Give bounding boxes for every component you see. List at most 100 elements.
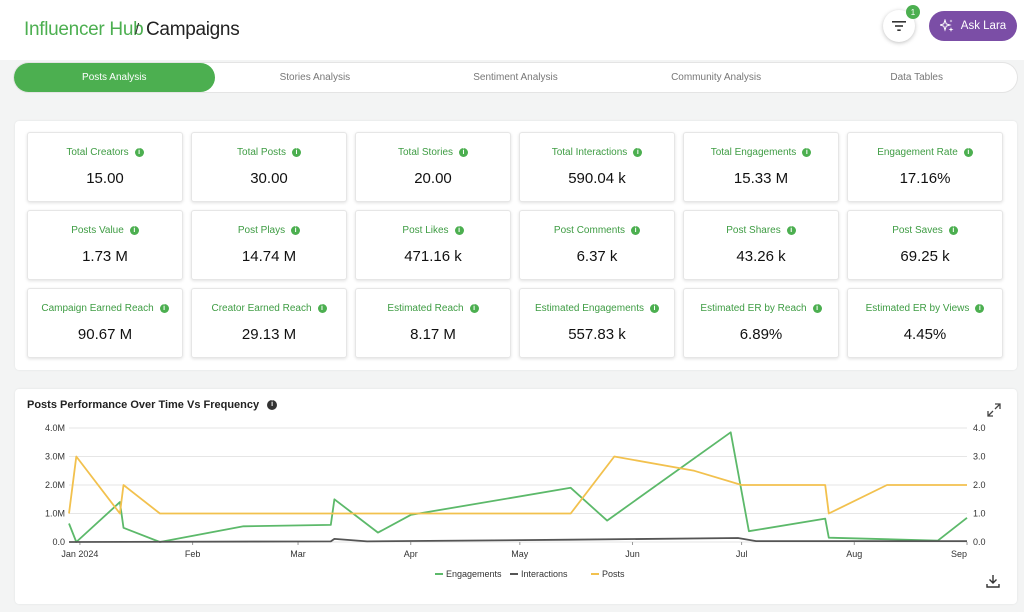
tab-sentiment-analysis[interactable]: Sentiment Analysis <box>473 72 558 83</box>
x-tick-label: Aug <box>846 549 862 559</box>
metric-label: Total Interactions <box>551 147 628 158</box>
metric-label: Posts Value <box>71 225 124 236</box>
metric-label-row: Estimated Engagements i <box>520 303 674 314</box>
metric-label: Post Saves <box>892 225 943 236</box>
info-icon[interactable]: i <box>948 226 958 235</box>
info-icon[interactable]: i <box>633 148 643 157</box>
tab-community-analysis[interactable]: Community Analysis <box>671 72 762 83</box>
metric-label-row: Total Creators i <box>28 147 182 158</box>
metric-post-plays: Post Plays i 14.74 M <box>191 210 347 280</box>
metric-label-row: Engagement Rate i <box>848 147 1002 158</box>
info-icon[interactable]: i <box>159 304 169 313</box>
info-icon[interactable]: i <box>802 148 812 157</box>
y-left-tick-label: 2.0M <box>45 480 65 490</box>
sparkle-icon <box>939 19 954 32</box>
metric-estimated-reach: Estimated Reach i 8.17 M <box>355 288 511 358</box>
x-tick-label: May <box>511 549 529 559</box>
metric-label-row: Posts Value i <box>28 225 182 236</box>
legend-label-interactions: Interactions <box>521 569 568 579</box>
metric-value: 4.45% <box>903 326 947 343</box>
info-icon[interactable]: i <box>459 148 469 157</box>
expand-icon[interactable] <box>987 403 1001 417</box>
metric-label-row: Campaign Earned Reach i <box>28 303 182 314</box>
metric-value: 6.37 k <box>576 248 618 265</box>
metric-value: 14.74 M <box>241 248 297 265</box>
metric-label: Total Stories <box>397 147 454 158</box>
metric-campaign-earned-reach: Campaign Earned Reach i 90.67 M <box>27 288 183 358</box>
info-icon[interactable]: i <box>291 226 301 235</box>
metric-estimated-er-by-views: Estimated ER by Views i 4.45% <box>847 288 1003 358</box>
metric-label-row: Creator Earned Reach i <box>192 303 346 314</box>
metric-label-row: Estimated ER by Reach i <box>684 303 838 314</box>
metric-total-posts: Total Posts i 30.00 <box>191 132 347 202</box>
filter-count-badge: 1 <box>906 5 920 19</box>
info-icon[interactable]: i <box>134 148 144 157</box>
y-right-tick-label: 1.0 <box>973 509 986 519</box>
info-icon[interactable]: i <box>631 226 641 235</box>
metric-label: Estimated Reach <box>387 303 464 314</box>
metric-value: 43.26 k <box>736 248 786 265</box>
metric-value: 471.16 k <box>404 248 462 265</box>
metric-value: 90.67 M <box>77 326 133 343</box>
metric-label: Creator Earned Reach <box>211 303 312 314</box>
metric-post-comments: Post Comments i 6.37 k <box>519 210 675 280</box>
x-tick-label: Feb <box>185 549 201 559</box>
header: Influencer Hub / Campaigns 1 Ask Lara <box>0 0 1024 60</box>
y-right-tick-label: 3.0 <box>973 452 986 462</box>
info-icon[interactable]: i <box>975 304 985 313</box>
chart-title: Posts Performance Over Time Vs Frequency <box>27 399 260 411</box>
metric-creator-earned-reach: Creator Earned Reach i 29.13 M <box>191 288 347 358</box>
info-icon[interactable]: i <box>454 226 464 235</box>
metric-label-row: Total Interactions i <box>520 147 674 158</box>
tab-posts-analysis[interactable]: Posts Analysis <box>14 63 215 92</box>
legend-label-posts: Posts <box>602 569 625 579</box>
y-right-tick-label: 2.0 <box>973 480 986 490</box>
metric-value: 30.00 <box>250 170 288 187</box>
metric-value: 17.16% <box>899 170 951 187</box>
tab-data-tables[interactable]: Data Tables <box>890 72 943 83</box>
metric-label: Post Comments <box>553 225 626 236</box>
ask-lara-label: Ask Lara <box>960 20 1007 32</box>
y-left-tick-label: 0.0 <box>52 537 65 547</box>
info-icon[interactable]: i <box>291 148 301 157</box>
metric-label: Total Creators <box>66 147 129 158</box>
metric-post-shares: Post Shares i 43.26 k <box>683 210 839 280</box>
x-tick-label: Jan 2024 <box>61 549 98 559</box>
breadcrumb-separator: / <box>135 21 140 38</box>
y-left-tick-label: 4.0M <box>45 423 65 433</box>
info-icon[interactable]: i <box>469 304 479 313</box>
metric-value: 29.13 M <box>241 326 297 343</box>
series-line-posts <box>68 455 967 515</box>
download-icon[interactable] <box>986 574 1000 588</box>
info-icon[interactable]: i <box>812 304 822 313</box>
metric-label: Engagement Rate <box>877 147 958 158</box>
info-icon[interactable]: i <box>649 304 659 313</box>
metric-label: Post Likes <box>402 225 449 236</box>
series-line-engagements <box>68 431 968 543</box>
metric-label: Post Shares <box>726 225 781 236</box>
metric-label: Estimated ER by Views <box>865 303 970 314</box>
metric-total-engagements: Total Engagements i 15.33 M <box>683 132 839 202</box>
y-left-tick-label: 1.0M <box>45 509 65 519</box>
metric-label: Total Posts <box>237 147 286 158</box>
metric-post-saves: Post Saves i 69.25 k <box>847 210 1003 280</box>
metric-label-row: Post Comments i <box>520 225 674 236</box>
metric-label-row: Total Posts i <box>192 147 346 158</box>
metric-estimated-engagements: Estimated Engagements i 557.83 k <box>519 288 675 358</box>
info-icon[interactable]: i <box>963 148 973 157</box>
page-title: Campaigns <box>146 19 240 40</box>
info-icon[interactable]: i <box>129 226 139 235</box>
y-left-tick-label: 3.0M <box>45 452 65 462</box>
x-tick-label: Jul <box>736 549 748 559</box>
brand-title[interactable]: Influencer Hub <box>24 19 144 40</box>
tab-stories-analysis[interactable]: Stories Analysis <box>279 72 351 83</box>
metric-value: 6.89% <box>739 326 783 343</box>
metric-value: 69.25 k <box>900 248 950 265</box>
ask-lara-button[interactable]: Ask Lara <box>929 11 1017 41</box>
metric-post-likes: Post Likes i 471.16 k <box>355 210 511 280</box>
info-icon[interactable]: i <box>786 226 796 235</box>
x-tick-label: Jun <box>625 549 640 559</box>
info-icon[interactable]: i <box>267 400 278 410</box>
info-icon[interactable]: i <box>317 304 327 313</box>
metric-label: Estimated Engagements <box>535 303 644 314</box>
